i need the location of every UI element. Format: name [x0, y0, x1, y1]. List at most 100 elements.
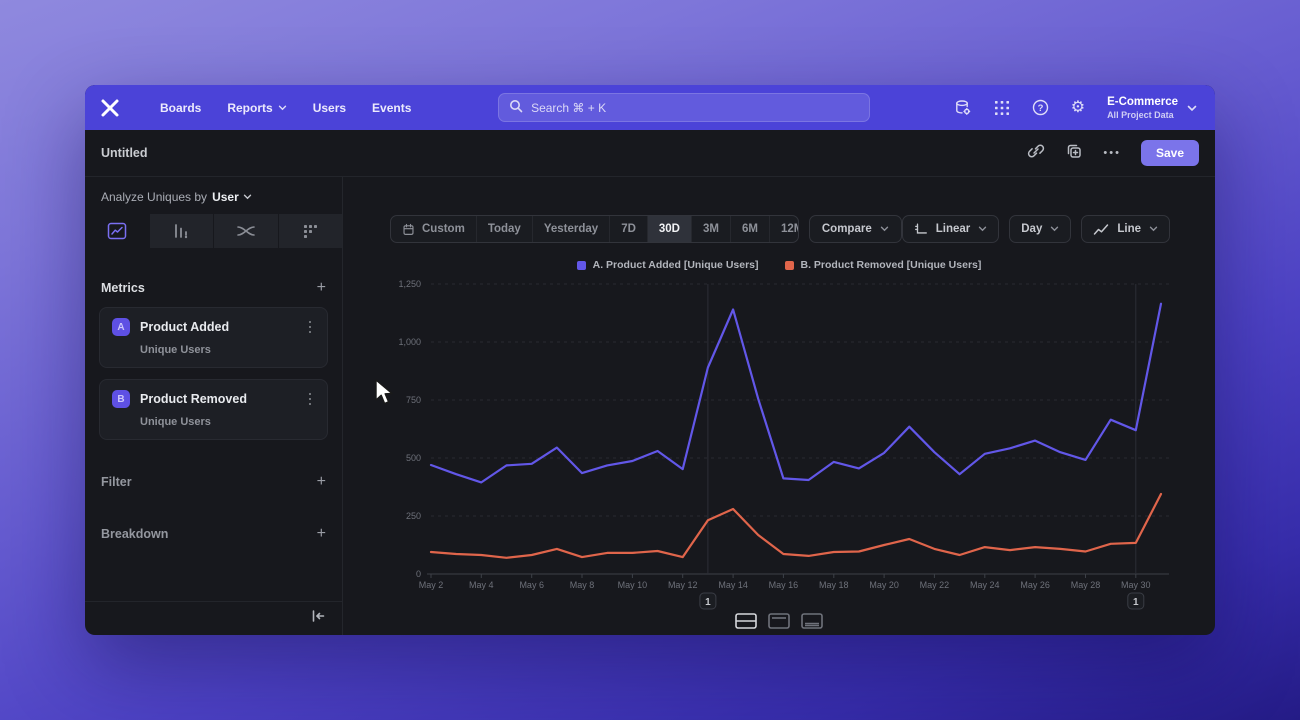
- line-chart[interactable]: 0 250 500 750 1,000 1,250 May 2 May 4 May 6 May 8…: [343, 272, 1215, 620]
- analyze-entity-dropdown[interactable]: User: [212, 190, 252, 204]
- layout-toggles: [343, 612, 1215, 630]
- x-tick-label: May 30: [1121, 580, 1151, 590]
- sidebar-footer: [85, 601, 342, 635]
- metric-card-a[interactable]: A Product Added Unique Users: [99, 307, 328, 368]
- compare-dropdown[interactable]: Compare: [808, 215, 902, 243]
- project-name: E-Commerce: [1107, 96, 1179, 109]
- search-input[interactable]: Search ⌘ + K: [498, 93, 871, 122]
- layout-chart-only-button[interactable]: [767, 612, 791, 630]
- range-12m[interactable]: 12M: [768, 216, 798, 242]
- report-title[interactable]: Untitled: [101, 146, 148, 160]
- range-today[interactable]: Today: [475, 216, 532, 242]
- chevron-down-icon: [1051, 226, 1059, 232]
- nav-link-events[interactable]: Events: [372, 100, 412, 115]
- filter-section-header: Filter +: [85, 474, 342, 490]
- y-tick-label: 1,000: [398, 337, 421, 347]
- axis-scale-icon: [914, 223, 927, 234]
- breakdown-label: Breakdown: [101, 527, 169, 541]
- y-tick-label: 0: [416, 569, 421, 579]
- range-30d[interactable]: 30D: [646, 216, 691, 242]
- tab-insights[interactable]: [85, 214, 149, 248]
- data-management-icon[interactable]: [954, 99, 972, 117]
- series-line-a[interactable]: [429, 302, 1163, 484]
- chevron-down-icon: [1149, 226, 1158, 232]
- range-custom[interactable]: Custom: [391, 216, 476, 242]
- settings-gear-icon[interactable]: ⚙: [1070, 98, 1086, 116]
- interval-dropdown[interactable]: Day: [1009, 215, 1072, 243]
- calendar-icon: [403, 223, 414, 235]
- collapse-sidebar-icon[interactable]: [310, 609, 326, 628]
- duplicate-icon[interactable]: [1065, 142, 1083, 165]
- metric-name: Product Added: [140, 320, 230, 334]
- tab-funnels[interactable]: [148, 214, 213, 248]
- project-switcher[interactable]: E-Commerce All Project Data: [1107, 95, 1197, 120]
- save-button[interactable]: Save: [1140, 140, 1199, 166]
- mixpanel-logo-icon[interactable]: [99, 97, 121, 119]
- metric-measure[interactable]: Unique Users: [140, 344, 211, 356]
- add-breakdown-button[interactable]: +: [316, 525, 326, 542]
- more-options-icon[interactable]: •••: [1103, 147, 1121, 159]
- metric-options-icon[interactable]: [305, 391, 316, 408]
- app-window: Boards Reports Users Events Search ⌘ + K: [85, 85, 1215, 635]
- chevron-down-icon: [979, 226, 987, 232]
- x-tick-label: May 20: [869, 580, 899, 590]
- search-placeholder: Search ⌘ + K: [531, 100, 607, 115]
- chart-type-dropdown[interactable]: Line: [1081, 215, 1170, 243]
- insights-icon: [107, 222, 126, 240]
- metrics-list: A Product Added Unique Users B Product R…: [85, 307, 342, 440]
- legend-swatch: [784, 260, 794, 270]
- report-type-tabs: [85, 214, 342, 248]
- annotation-badge[interactable]: 1: [1127, 592, 1145, 610]
- legend-swatch: [576, 260, 586, 270]
- series-line-b[interactable]: [429, 492, 1163, 559]
- metric-name: Product Removed: [140, 392, 247, 406]
- report-header: Untitled ••• Save: [85, 130, 1215, 177]
- flows-icon: [236, 226, 255, 236]
- layout-table-only-button[interactable]: [800, 612, 824, 630]
- x-tick-label: May 18: [819, 580, 849, 590]
- annotation-badge[interactable]: 1: [699, 592, 717, 610]
- add-filter-button[interactable]: +: [316, 473, 326, 490]
- x-tick-label: May 14: [718, 580, 748, 590]
- x-tick-label: May 24: [970, 580, 1000, 590]
- range-3m[interactable]: 3M: [691, 216, 730, 242]
- apps-grid-icon[interactable]: [994, 100, 1010, 116]
- range-7d[interactable]: 7D: [609, 216, 647, 242]
- legend-item-b[interactable]: B. Product Removed [Unique Users]: [784, 259, 982, 271]
- search-icon: [509, 99, 523, 116]
- help-icon[interactable]: ?: [1032, 99, 1049, 116]
- project-scope: All Project Data: [1107, 109, 1174, 120]
- chevron-down-icon: [880, 226, 888, 232]
- nav-link-boards[interactable]: Boards: [160, 100, 202, 115]
- svg-text:1: 1: [1133, 597, 1139, 608]
- legend-item-a[interactable]: A. Product Added [Unique Users]: [576, 259, 759, 271]
- metric-options-icon[interactable]: [305, 319, 316, 336]
- metrics-section-header: Metrics +: [85, 280, 342, 296]
- scale-dropdown[interactable]: Linear: [901, 215, 1000, 243]
- funnels-icon: [175, 224, 188, 239]
- x-tick-label: May 28: [1071, 580, 1101, 590]
- chart-toolbar: CustomTodayYesterday7D30D3M6M12M Compare…: [343, 215, 1215, 243]
- range-6m[interactable]: 6M: [729, 216, 769, 242]
- metric-measure[interactable]: Unique Users: [140, 416, 211, 428]
- filter-label: Filter: [101, 475, 132, 489]
- nav-links: Boards Reports Users Events: [147, 85, 424, 130]
- x-tick-label: May 26: [1020, 580, 1050, 590]
- add-metric-button[interactable]: +: [316, 279, 326, 296]
- metric-card-b[interactable]: B Product Removed Unique Users: [99, 379, 328, 440]
- y-tick-label: 1,250: [398, 279, 421, 289]
- legend-label: B. Product Removed [Unique Users]: [800, 259, 982, 271]
- tab-retention[interactable]: [277, 214, 342, 248]
- nav-link-users[interactable]: Users: [312, 100, 347, 115]
- layout-split-view-button[interactable]: [734, 612, 758, 630]
- x-tick-label: May 8: [570, 580, 595, 590]
- tab-flows[interactable]: [213, 214, 278, 248]
- x-tick-label: May 10: [618, 580, 648, 590]
- share-link-icon[interactable]: [1027, 142, 1045, 165]
- y-tick-label: 500: [406, 453, 421, 463]
- x-tick-label: May 16: [769, 580, 799, 590]
- range-yesterday[interactable]: Yesterday: [531, 216, 609, 242]
- analyze-row: Analyze Uniques by User: [85, 177, 342, 214]
- y-tick-label: 750: [406, 395, 421, 405]
- nav-link-reports[interactable]: Reports: [214, 85, 299, 130]
